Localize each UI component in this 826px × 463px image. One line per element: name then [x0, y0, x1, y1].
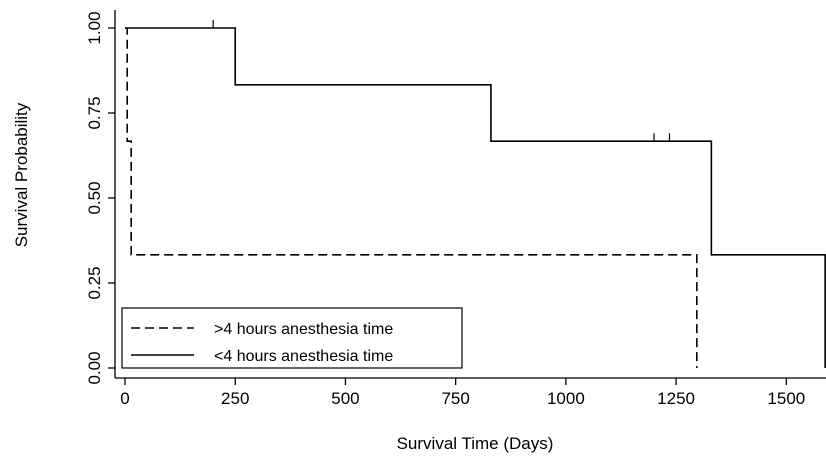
y-tick-label: 1.00 — [85, 11, 104, 44]
x-tick-label: 750 — [441, 389, 469, 408]
legend-label: <4 hours anesthesia time — [214, 348, 393, 365]
x-tick-label: 250 — [221, 389, 249, 408]
y-axis-title: Survival Probability — [12, 102, 31, 247]
x-tick-label: 0 — [120, 389, 129, 408]
legend-box — [121, 307, 463, 369]
x-tick-label: 1250 — [657, 389, 695, 408]
series-line-lt4h — [125, 27, 826, 368]
x-tick-label: 500 — [331, 389, 359, 408]
y-tick-label: 0.25 — [85, 266, 104, 299]
legend-label: >4 hours anesthesia time — [214, 321, 393, 338]
y-tick-label: 0.50 — [85, 181, 104, 214]
x-tick-label: 1000 — [547, 389, 585, 408]
y-tick-label: 0.75 — [85, 96, 104, 129]
x-tick-label: 1500 — [767, 389, 805, 408]
x-axis-title: Survival Time (Days) — [397, 434, 554, 453]
y-tick-label: 0.00 — [85, 351, 104, 384]
